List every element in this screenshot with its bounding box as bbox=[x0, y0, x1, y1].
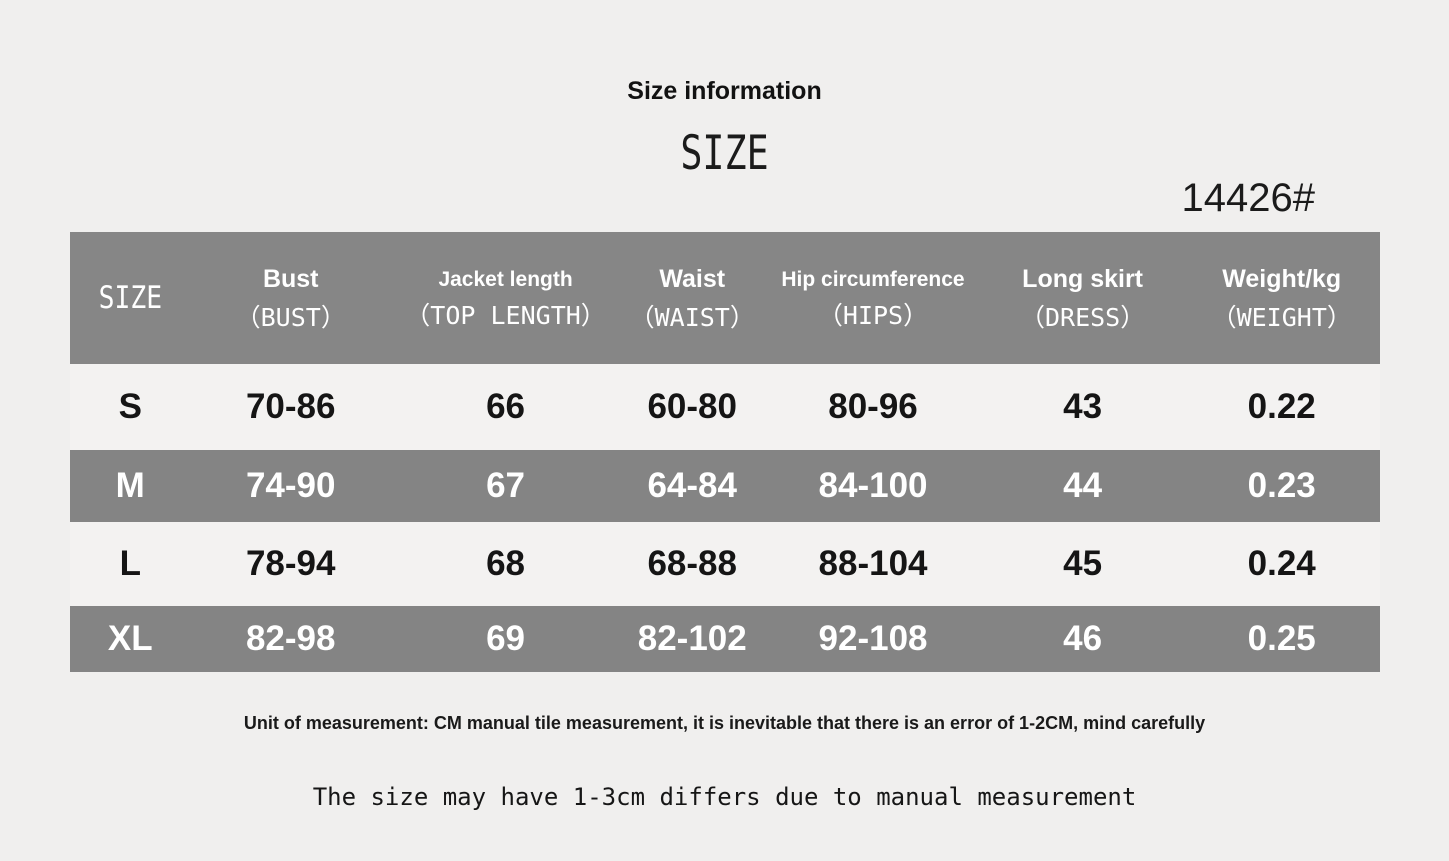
column-label: Weight/kg bbox=[1222, 264, 1342, 293]
size-column-label: SIZE bbox=[98, 280, 162, 316]
size-label: S bbox=[118, 387, 142, 426]
table-row-s: S 70-86 66 60-80 80-96 43 0.22 bbox=[70, 364, 1380, 450]
size-value: 44 bbox=[1063, 466, 1103, 505]
column-label: Waist bbox=[659, 264, 726, 293]
size-value: 80-96 bbox=[828, 387, 918, 426]
page-title: Size information bbox=[627, 77, 822, 105]
size-value: 74-90 bbox=[245, 466, 336, 505]
column-sublabel: （TOP LENGTH） bbox=[405, 300, 606, 330]
column-header-size: SIZE bbox=[70, 232, 191, 364]
table-row-xl: XL 82-98 69 82-102 92-108 46 0.25 bbox=[70, 606, 1380, 672]
table-header-row: SIZE Bust （BUST） Jacket length （TOP LENGTH） W… bbox=[70, 232, 1380, 364]
size-value: 67 bbox=[486, 466, 526, 505]
size-value: 43 bbox=[1063, 387, 1103, 426]
column-header-bust: Bust （BUST） bbox=[191, 232, 391, 364]
column-sublabel: （DRESS） bbox=[1019, 302, 1146, 332]
table-body: S 70-86 66 60-80 80-96 43 0.22 M 74-90 67 64-84 84-… bbox=[70, 364, 1380, 672]
size-value: 66 bbox=[486, 387, 526, 426]
size-value: 70-86 bbox=[245, 387, 336, 426]
size-table: SIZE Bust （BUST） Jacket length （TOP LENGTH） W… bbox=[70, 232, 1380, 672]
tolerance-note: The size may have 1-3cm differs due to m… bbox=[312, 783, 1137, 811]
size-value: 68-88 bbox=[647, 544, 737, 583]
column-label: Jacket length bbox=[438, 267, 573, 291]
column-header-waist: Waist （WAIST） bbox=[620, 232, 764, 364]
size-value: 92-108 bbox=[818, 619, 928, 658]
size-value: 68 bbox=[486, 544, 526, 583]
style-number: 14426# bbox=[1181, 176, 1315, 220]
size-value: 46 bbox=[1063, 619, 1103, 658]
size-value: 0.25 bbox=[1247, 619, 1316, 658]
column-sublabel: （HIPS） bbox=[817, 300, 929, 330]
size-value: 64-84 bbox=[647, 466, 737, 505]
size-value: 82-102 bbox=[637, 619, 747, 658]
column-sublabel: （BUST） bbox=[235, 302, 346, 332]
size-heading: SIZE bbox=[680, 126, 769, 181]
size-value: 0.23 bbox=[1247, 466, 1316, 505]
column-sublabel: （WAIST） bbox=[629, 302, 755, 332]
table-row-l: L 78-94 68 68-88 88-104 45 0.24 bbox=[70, 522, 1380, 606]
column-label: Bust bbox=[262, 264, 319, 293]
size-value: 82-98 bbox=[245, 619, 336, 658]
size-value: 78-94 bbox=[245, 544, 336, 583]
measurement-note: Unit of measurement: CM manual tile meas… bbox=[243, 713, 1206, 733]
column-sublabel: （WEIGHT） bbox=[1211, 302, 1352, 332]
column-header-weight-kg: Weight/kg （WEIGHT） bbox=[1183, 232, 1380, 364]
size-label: M bbox=[115, 466, 145, 505]
size-value: 69 bbox=[486, 619, 526, 658]
column-label: Long skirt bbox=[1022, 264, 1144, 293]
column-header-jacket-length: Jacket length （TOP LENGTH） bbox=[391, 232, 620, 364]
size-value: 60-80 bbox=[647, 387, 737, 426]
size-label: XL bbox=[107, 619, 153, 658]
size-value: 88-104 bbox=[818, 544, 928, 583]
column-header-long-skirt: Long skirt （DRESS） bbox=[982, 232, 1184, 364]
size-value: 45 bbox=[1063, 544, 1103, 583]
size-label: L bbox=[119, 544, 141, 583]
column-header-hip-circumference: Hip circumference （HIPS） bbox=[764, 232, 981, 364]
table-row-m: M 74-90 67 64-84 84-100 44 0.23 bbox=[70, 450, 1380, 522]
column-label: Hip circumference bbox=[781, 267, 965, 291]
size-value: 84-100 bbox=[818, 466, 928, 505]
size-value: 0.22 bbox=[1247, 387, 1316, 426]
size-value: 0.24 bbox=[1247, 544, 1316, 583]
